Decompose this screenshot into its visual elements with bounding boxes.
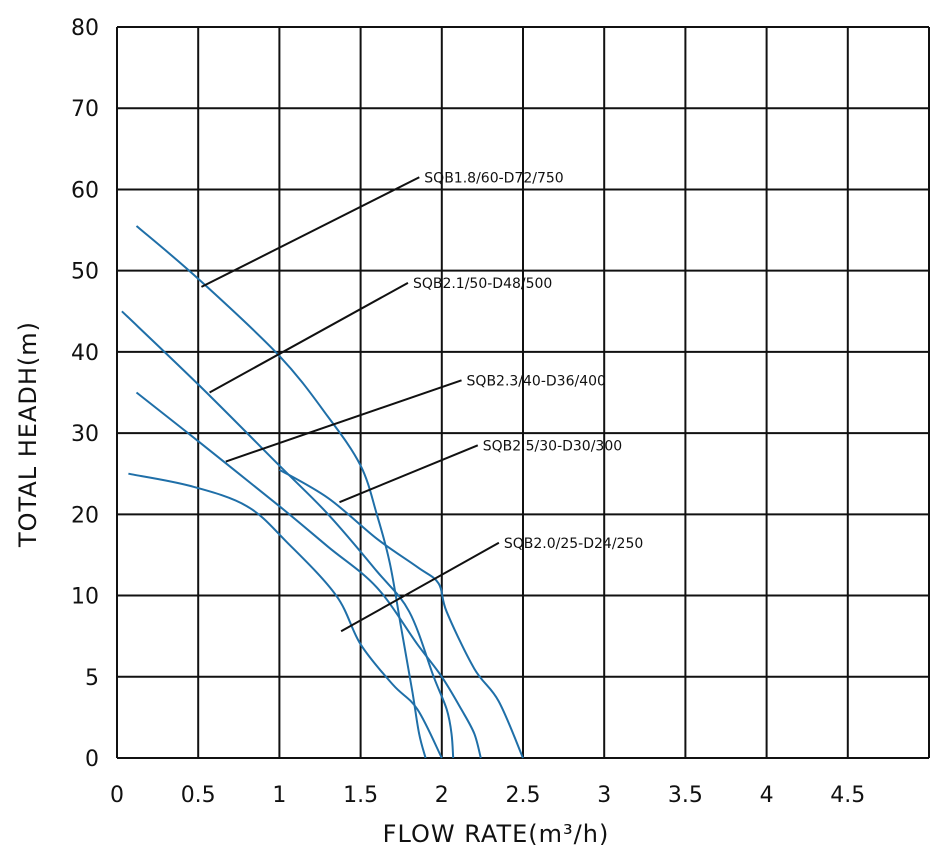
curve-label: SQB2.1/50-D48/500 (413, 276, 552, 292)
pump-curve-4 (278, 468, 524, 759)
x-axis-title: FLOW RATE(m³/h) (383, 820, 610, 848)
y-tick-label: 10 (71, 585, 99, 610)
pump-curve-2 (121, 310, 455, 759)
annotation-leader-line (225, 379, 462, 463)
y-tick-label: 30 (71, 422, 99, 447)
annotation-leader-line (209, 281, 409, 394)
x-tick-labels: 0 0.5 1 1.5 2 2.5 3 3.5 4 4.5 (110, 783, 865, 808)
x-tick-label: 1 (272, 783, 286, 808)
y-tick-labels: 0 5 10 20 30 40 50 60 70 80 (71, 16, 99, 772)
curve-label: SQB2.3/40-D36/400 (467, 373, 606, 389)
annotation-leader-line (340, 541, 500, 633)
y-tick-label: 40 (71, 341, 99, 366)
x-tick-label: 4.5 (830, 783, 865, 808)
pump-curve-5 (128, 472, 443, 759)
pump-curve-1 (135, 225, 427, 759)
curve-annotations: SQB1.8/60-D72/750 SQB2.1/50-D48/500 SQB2.3… (200, 170, 643, 633)
x-tick-label: 1.5 (343, 783, 378, 808)
y-axis-title: TOTAL HEADH(m) (14, 321, 42, 548)
annotation-leader-line (339, 444, 479, 504)
y-tick-label: 0 (85, 747, 99, 772)
grid (116, 26, 930, 759)
pump-curve-3 (135, 391, 482, 759)
pump-curves (121, 225, 524, 759)
y-tick-label: 80 (71, 16, 99, 41)
y-tick-label: 5 (85, 666, 99, 691)
x-tick-label: 4 (760, 783, 774, 808)
x-tick-label: 2 (435, 783, 449, 808)
x-tick-label: 0.5 (181, 783, 216, 808)
y-tick-label: 60 (71, 178, 99, 203)
curve-label: SQB2.5/30-D30/300 (483, 438, 622, 454)
curve-label: SQB1.8/60-D72/750 (424, 170, 563, 186)
annotation-leader-line (200, 176, 420, 288)
x-tick-label: 3.5 (668, 783, 703, 808)
y-tick-label: 70 (71, 97, 99, 122)
y-tick-label: 20 (71, 503, 99, 528)
curve-label: SQB2.0/25-D24/250 (504, 536, 643, 552)
x-tick-label: 3 (597, 783, 611, 808)
y-tick-label: 50 (71, 260, 99, 285)
x-tick-label: 2.5 (506, 783, 541, 808)
x-tick-label: 0 (110, 783, 124, 808)
